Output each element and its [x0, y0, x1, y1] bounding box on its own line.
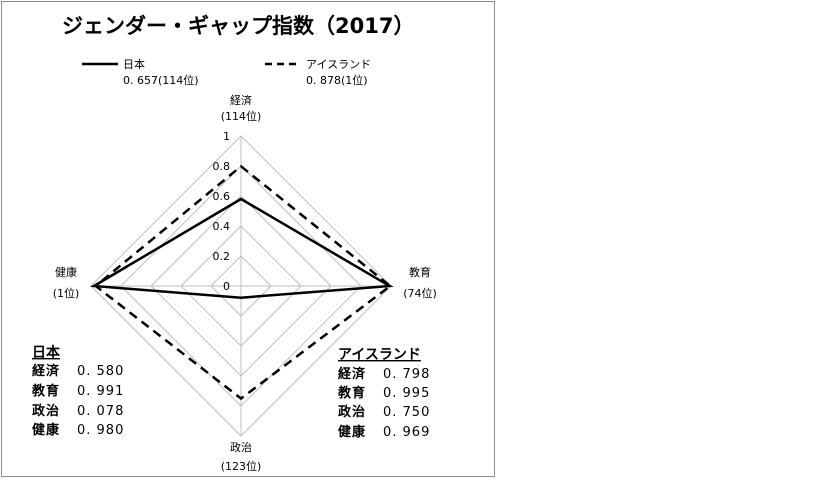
legend: 日本 0. 657(114位) アイスランド 0. 878(1位) — [82, 57, 371, 87]
radial-tick-label: 0.8 — [213, 160, 231, 173]
legend-value-iceland: 0. 878(1位) — [306, 73, 368, 87]
axis-rank-politics: (123位) — [221, 459, 262, 473]
table-japan-value-education: 0. 991 — [77, 384, 124, 399]
legend-value-japan: 0. 657(114位) — [123, 73, 199, 87]
axis-label-health: 健康 — [55, 265, 77, 279]
table-japan-label-economy: 経済 — [32, 363, 60, 379]
table-iceland-value-politics: 0. 750 — [383, 405, 430, 420]
legend-label-iceland: アイスランド — [306, 58, 371, 71]
table-iceland-value-economy: 0. 798 — [383, 367, 430, 382]
radial-tick-label: 0.4 — [213, 220, 231, 233]
series-line-iceland — [93, 164, 393, 401]
radial-tick-label: 0.6 — [213, 190, 231, 203]
table-iceland-label-economy: 経済 — [338, 366, 366, 382]
table-japan-label-politics: 政治 — [32, 403, 60, 419]
radial-tick-labels: 0 0.2 0.4 0.6 0.8 1 — [213, 130, 231, 293]
table-japan-label-education: 教育 — [31, 383, 60, 399]
table-header-iceland: アイスランド — [338, 347, 421, 363]
legend-label-japan: 日本 — [123, 57, 145, 71]
axis-label-politics: 政治 — [230, 440, 252, 454]
radial-tick-label: 0.2 — [213, 250, 231, 263]
table-iceland-value-health: 0. 969 — [383, 425, 430, 440]
axis-label-economy: 経済 — [230, 93, 252, 107]
table-iceland-label-politics: 政治 — [338, 404, 366, 420]
radar-series — [89, 164, 394, 401]
table-iceland-label-education: 教育 — [337, 385, 366, 401]
table-japan-value-politics: 0. 078 — [77, 404, 124, 419]
series-line-japan — [89, 197, 394, 299]
table-japan: 日本 経済 0. 580 教育 0. 991 政治 0. 078 健康 0. 9… — [31, 344, 124, 438]
table-iceland-value-education: 0. 995 — [383, 386, 430, 401]
table-iceland-label-health: 健康 — [338, 424, 366, 440]
axis-label-education: 教育 — [409, 265, 431, 279]
table-iceland: アイスランド 経済 0. 798 教育 0. 995 政治 0. 750 健康 … — [337, 347, 430, 440]
table-header-japan: 日本 — [32, 344, 61, 361]
axis-rank-health: (1位) — [53, 286, 80, 300]
chart-title: ジェンダー・ギャップ指数（2017） — [62, 14, 414, 38]
radial-tick-label: 0 — [223, 280, 230, 293]
table-japan-value-health: 0. 980 — [77, 423, 124, 438]
axis-rank-economy: (114位) — [221, 109, 262, 123]
table-japan-label-health: 健康 — [32, 422, 60, 438]
axis-rank-education: (74位) — [403, 286, 437, 300]
radial-tick-label: 1 — [223, 130, 230, 143]
table-japan-value-economy: 0. 580 — [77, 364, 124, 379]
chart-frame — [1, 1, 495, 477]
